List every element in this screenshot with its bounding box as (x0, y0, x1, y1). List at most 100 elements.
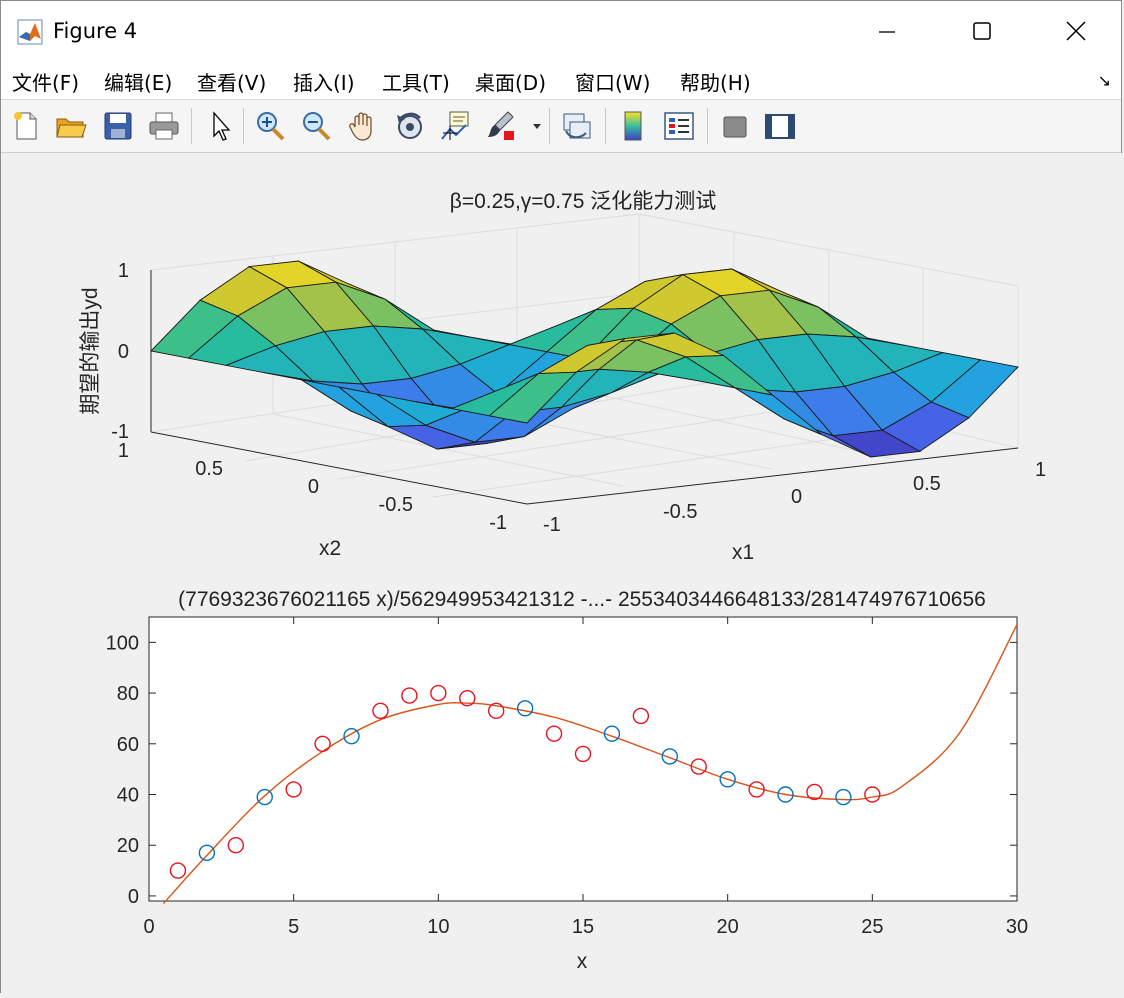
y-tick-label: 100 (106, 632, 139, 654)
zoom-in-icon (257, 112, 285, 141)
hide-plot-tools-icon (723, 116, 747, 138)
training-point (574, 745, 592, 763)
test-point (603, 725, 621, 742)
test-point (835, 788, 852, 806)
open-file-button[interactable] (54, 109, 88, 143)
brush-button[interactable] (485, 109, 519, 143)
x-tick-label: 30 (1006, 916, 1028, 938)
x-tick-label: 0 (791, 486, 802, 508)
edit-plot-arrow-icon (213, 111, 231, 141)
test-point (256, 788, 273, 806)
training-point (314, 735, 331, 752)
toolbar-separator (549, 108, 550, 144)
close-icon (1066, 21, 1086, 41)
edit-plot-button[interactable] (203, 109, 237, 143)
menu-tools[interactable]: 工具(T) (382, 71, 450, 95)
dock-arrow-icon[interactable]: ↘ (1097, 71, 1111, 90)
menu-file[interactable]: 文件(F) (12, 71, 80, 95)
menu-help[interactable]: 帮助(H) (680, 71, 751, 95)
minimize-button[interactable] (857, 9, 917, 53)
training-point (285, 781, 302, 798)
training-point (488, 702, 505, 720)
training-markers (169, 684, 881, 879)
test-point (661, 748, 678, 765)
menu-window[interactable]: 窗口(W) (575, 71, 651, 95)
close-button[interactable] (1046, 9, 1106, 53)
maximize-button[interactable] (952, 9, 1012, 53)
training-point (401, 687, 418, 704)
pan-button[interactable] (346, 109, 380, 143)
menu-edit[interactable]: 编辑(E) (104, 71, 173, 95)
fit-plot-area (148, 616, 1018, 902)
toolbar-separator (605, 108, 606, 144)
surface-ticks: 1 0 -1 1 0.5 0 -0.5 -1 -1 -0.5 0 0.5 1 (111, 260, 1046, 536)
matlab-icon (17, 19, 43, 45)
training-point (690, 758, 707, 775)
hide-plot-tools-button[interactable] (718, 109, 752, 143)
training-point (864, 786, 881, 803)
training-point (169, 862, 187, 879)
training-point (430, 684, 447, 702)
zoom-in-button[interactable] (253, 109, 287, 143)
new-figure-button[interactable] (9, 109, 43, 143)
menu-desktop[interactable]: 桌面(D) (475, 71, 547, 95)
print-button[interactable] (147, 109, 181, 143)
pan-hand-icon (349, 112, 372, 141)
test-point (198, 844, 216, 862)
y-tick-label: 0 (308, 476, 319, 498)
link-plot-button[interactable] (560, 109, 594, 143)
show-plot-tools-button[interactable] (763, 109, 797, 143)
legend-button[interactable] (662, 109, 696, 143)
data-cursor-button[interactable] (438, 109, 472, 143)
new-figure-icon (14, 112, 37, 140)
x1-axis-label: x1 (732, 541, 754, 564)
fit-axes: (7769323676021165 x)/562949953421312 -..… (106, 588, 1029, 973)
x-tick-label: 5 (288, 916, 299, 938)
x-tick-label: 10 (427, 916, 449, 938)
colorbar-icon (624, 111, 642, 141)
test-point (719, 771, 736, 788)
z-tick-label: -1 (111, 421, 129, 443)
save-button[interactable] (101, 109, 135, 143)
toolbar-separator (243, 108, 244, 144)
toolbar-separator (707, 108, 708, 144)
colorbar-button[interactable] (616, 109, 650, 143)
brush-dropdown-icon (533, 124, 541, 129)
rotate-3d-button[interactable] (392, 109, 426, 143)
brush-icon (488, 111, 514, 140)
z-tick-label: 1 (118, 260, 129, 282)
toolbar-separator (191, 108, 192, 144)
data-cursor-icon (441, 111, 469, 140)
figure-toolbar (1, 100, 1121, 153)
test-point (343, 727, 360, 745)
show-plot-tools-icon (765, 114, 795, 139)
brush-dropdown-button[interactable] (530, 109, 544, 143)
training-point (748, 781, 765, 798)
fit-title: (7769323676021165 x)/562949953421312 -..… (178, 588, 986, 611)
title-bar[interactable]: Figure 4 (1, 1, 1121, 63)
minimize-icon (879, 31, 895, 33)
training-point (459, 689, 476, 707)
y-tick-label: 20 (117, 835, 139, 857)
zoom-out-icon (303, 112, 331, 141)
training-point (806, 783, 823, 801)
figure-svg: β=0.25,γ=0.75 泛化能力测试 (79, 190, 1046, 973)
zoom-out-button[interactable] (299, 109, 333, 143)
y-tick-label: 80 (117, 683, 139, 705)
menu-view[interactable]: 查看(V) (197, 71, 267, 95)
figure-canvas: β=0.25,γ=0.75 泛化能力测试 (1, 153, 1123, 994)
test-point (777, 786, 794, 803)
z-axis-label: 期望的输出yd (79, 287, 102, 414)
surface-patch (488, 371, 578, 424)
x-tick-label: 1 (1035, 459, 1046, 481)
x-tick-label: 0.5 (913, 473, 941, 495)
x-tick-label: 20 (717, 916, 739, 938)
test-point (516, 700, 534, 717)
z-tick-label: 0 (118, 341, 129, 363)
y-tick-label: -0.5 (379, 494, 413, 516)
x-tick-label: 25 (861, 916, 883, 938)
menu-insert[interactable]: 插入(I) (293, 71, 355, 95)
surface-title: β=0.25,γ=0.75 泛化能力测试 (450, 190, 717, 213)
training-point (632, 707, 650, 725)
